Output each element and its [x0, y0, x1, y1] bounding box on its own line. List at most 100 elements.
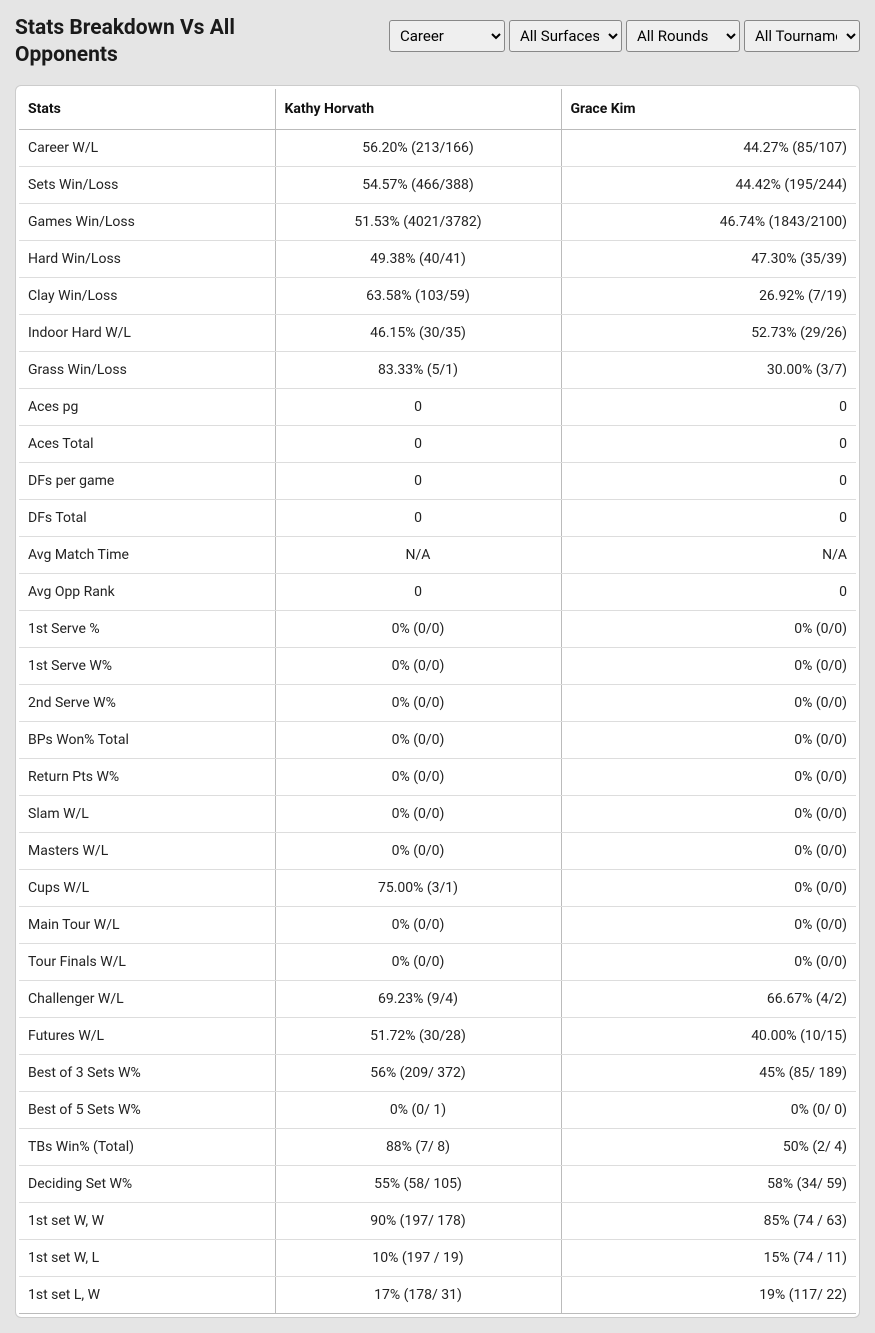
stat-player1-value: 63.58% (103/59) [275, 277, 561, 314]
table-row: Aces Total00 [19, 425, 856, 462]
table-row: Aces pg00 [19, 388, 856, 425]
col-header-player2: Grace Kim [561, 89, 856, 130]
surface-select[interactable]: All Surfaces [509, 20, 622, 52]
stat-player2-value: 66.67% (4/2) [561, 980, 856, 1017]
stat-player2-value: N/A [561, 536, 856, 573]
table-row: Main Tour W/L0% (0/0)0% (0/0) [19, 906, 856, 943]
stat-player1-value: 0% (0/0) [275, 832, 561, 869]
stat-label: Sets Win/Loss [19, 166, 275, 203]
stat-player1-value: 0% (0/0) [275, 943, 561, 980]
stat-player2-value: 46.74% (1843/2100) [561, 203, 856, 240]
table-row: Games Win/Loss51.53% (4021/3782)46.74% (… [19, 203, 856, 240]
table-row: 1st set L, W17% (178/ 31)19% (117/ 22) [19, 1276, 856, 1313]
stat-label: 1st set W, L [19, 1239, 275, 1276]
stat-player2-value: 45% (85/ 189) [561, 1054, 856, 1091]
stat-player1-value: 90% (197/ 178) [275, 1202, 561, 1239]
stat-player1-value: 0% (0/0) [275, 758, 561, 795]
stat-player1-value: 0% (0/ 1) [275, 1091, 561, 1128]
stat-label: Aces pg [19, 388, 275, 425]
stat-label: 1st set W, W [19, 1202, 275, 1239]
stat-player2-value: 47.30% (35/39) [561, 240, 856, 277]
stat-player1-value: 75.00% (3/1) [275, 869, 561, 906]
stat-player1-value: 54.57% (466/388) [275, 166, 561, 203]
stat-player2-value: 0 [561, 573, 856, 610]
stat-player2-value: 85% (74 / 63) [561, 1202, 856, 1239]
table-row: TBs Win% (Total)88% (7/ 8)50% (2/ 4) [19, 1128, 856, 1165]
table-row: Clay Win/Loss63.58% (103/59)26.92% (7/19… [19, 277, 856, 314]
stat-label: Best of 5 Sets W% [19, 1091, 275, 1128]
stat-player2-value: 0 [561, 499, 856, 536]
stat-player1-value: 88% (7/ 8) [275, 1128, 561, 1165]
stat-player2-value: 0% (0/0) [561, 869, 856, 906]
stat-label: Cups W/L [19, 869, 275, 906]
stat-player2-value: 44.27% (85/107) [561, 129, 856, 166]
stat-player1-value: 0% (0/0) [275, 795, 561, 832]
col-header-stats: Stats [19, 89, 275, 130]
table-row: Career W/L56.20% (213/166)44.27% (85/107… [19, 129, 856, 166]
table-row: Masters W/L0% (0/0)0% (0/0) [19, 832, 856, 869]
stat-player2-value: 15% (74 / 11) [561, 1239, 856, 1276]
stats-table: Stats Kathy Horvath Grace Kim Career W/L… [19, 89, 856, 1314]
stat-player1-value: 0% (0/0) [275, 647, 561, 684]
table-row: Best of 5 Sets W%0% (0/ 1)0% (0/ 0) [19, 1091, 856, 1128]
table-row: Tour Finals W/L0% (0/0)0% (0/0) [19, 943, 856, 980]
stat-player2-value: 19% (117/ 22) [561, 1276, 856, 1313]
stat-label: Avg Opp Rank [19, 573, 275, 610]
table-row: Return Pts W%0% (0/0)0% (0/0) [19, 758, 856, 795]
col-header-player1: Kathy Horvath [275, 89, 561, 130]
table-row: BPs Won% Total0% (0/0)0% (0/0) [19, 721, 856, 758]
stat-player2-value: 0% (0/0) [561, 684, 856, 721]
stat-player1-value: 49.38% (40/41) [275, 240, 561, 277]
table-row: 2nd Serve W%0% (0/0)0% (0/0) [19, 684, 856, 721]
stat-label: 1st Serve W% [19, 647, 275, 684]
stat-player2-value: 44.42% (195/244) [561, 166, 856, 203]
stat-label: Tour Finals W/L [19, 943, 275, 980]
stat-player1-value: 0% (0/0) [275, 684, 561, 721]
stat-player1-value: 0 [275, 388, 561, 425]
stat-player1-value: 51.53% (4021/3782) [275, 203, 561, 240]
stat-label: Return Pts W% [19, 758, 275, 795]
filter-bar: Career All Surfaces All Rounds All Tourn… [389, 20, 860, 52]
stat-player1-value: 0 [275, 499, 561, 536]
stat-player2-value: 58% (34/ 59) [561, 1165, 856, 1202]
stat-player2-value: 0% (0/0) [561, 795, 856, 832]
rounds-select[interactable]: All Rounds [626, 20, 740, 52]
stat-label: Main Tour W/L [19, 906, 275, 943]
stat-player2-value: 0 [561, 462, 856, 499]
stat-player1-value: 0% (0/0) [275, 906, 561, 943]
career-select[interactable]: Career [389, 20, 505, 52]
stat-player1-value: 46.15% (30/35) [275, 314, 561, 351]
stat-player1-value: 56.20% (213/166) [275, 129, 561, 166]
stat-player2-value: 0% (0/0) [561, 943, 856, 980]
table-row: Hard Win/Loss49.38% (40/41)47.30% (35/39… [19, 240, 856, 277]
stat-label: Best of 3 Sets W% [19, 1054, 275, 1091]
table-row: Slam W/L0% (0/0)0% (0/0) [19, 795, 856, 832]
stat-player1-value: N/A [275, 536, 561, 573]
stat-player1-value: 0% (0/0) [275, 610, 561, 647]
stats-table-container: Stats Kathy Horvath Grace Kim Career W/L… [15, 85, 860, 1318]
stat-player2-value: 0% (0/0) [561, 758, 856, 795]
table-row: Best of 3 Sets W%56% (209/ 372)45% (85/ … [19, 1054, 856, 1091]
table-row: Avg Match TimeN/AN/A [19, 536, 856, 573]
stat-label: TBs Win% (Total) [19, 1128, 275, 1165]
stat-player1-value: 56% (209/ 372) [275, 1054, 561, 1091]
table-row: Grass Win/Loss83.33% (5/1)30.00% (3/7) [19, 351, 856, 388]
stat-player1-value: 0 [275, 573, 561, 610]
table-row: Indoor Hard W/L46.15% (30/35)52.73% (29/… [19, 314, 856, 351]
table-row: 1st Serve W%0% (0/0)0% (0/0) [19, 647, 856, 684]
stat-label: Futures W/L [19, 1017, 275, 1054]
stat-player2-value: 0% (0/0) [561, 832, 856, 869]
stat-label: Avg Match Time [19, 536, 275, 573]
stat-label: 1st set L, W [19, 1276, 275, 1313]
stat-player2-value: 26.92% (7/19) [561, 277, 856, 314]
stat-label: Hard Win/Loss [19, 240, 275, 277]
tournaments-select[interactable]: All Tournaments [744, 20, 860, 52]
stat-player2-value: 0% (0/0) [561, 610, 856, 647]
stat-label: 1st Serve % [19, 610, 275, 647]
stat-player1-value: 0 [275, 462, 561, 499]
stat-label: Deciding Set W% [19, 1165, 275, 1202]
stat-player1-value: 55% (58/ 105) [275, 1165, 561, 1202]
stat-player2-value: 0% (0/ 0) [561, 1091, 856, 1128]
table-row: Sets Win/Loss54.57% (466/388)44.42% (195… [19, 166, 856, 203]
stat-player2-value: 0% (0/0) [561, 906, 856, 943]
